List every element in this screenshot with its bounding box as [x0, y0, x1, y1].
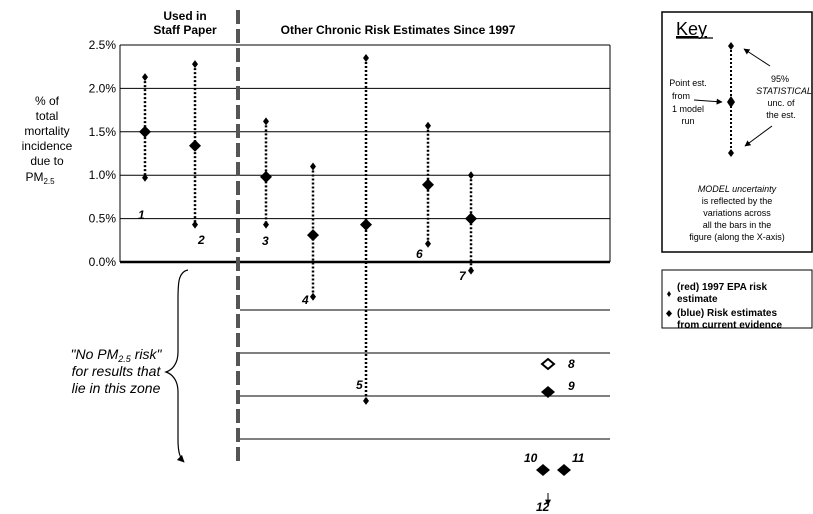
key-model-line5: figure (along the X-axis): [689, 232, 785, 242]
left-title-line2: Staff Paper: [153, 23, 217, 37]
point-estimate-marker: [139, 125, 151, 138]
y-tick-label: 0.0%: [89, 255, 117, 269]
ylabel-line4: incidence: [22, 139, 73, 153]
ylabel-pm-sub: 2.5: [43, 177, 55, 186]
legend-red-line1: (red) 1997 EPA risk: [677, 282, 767, 293]
lower-bound-marker: [425, 239, 431, 248]
key-frame: [661, 11, 813, 253]
y-tick-label: 0.5%: [89, 212, 117, 226]
key-ci-arrow-up: [743, 48, 771, 67]
ylabel-line1: % of: [35, 94, 60, 108]
point-estimate-marker: [360, 218, 372, 231]
key-ci-line4: the est.: [766, 110, 796, 120]
estimate-label: 3: [262, 234, 269, 248]
lower-bound-marker: [468, 266, 474, 275]
no-risk-line3: lie in this zone: [72, 380, 161, 396]
point-estimate-marker: [307, 229, 319, 242]
key-ci-arrow-down: [744, 125, 773, 147]
left-title-line1: Used in: [163, 9, 206, 23]
key-model-line3: variations across: [703, 208, 771, 218]
point-estimate-marker: [536, 464, 550, 476]
lower-bound-marker: [192, 220, 198, 229]
point-estimate-marker: [189, 139, 201, 152]
estimate-label: 6: [416, 247, 423, 261]
no-risk-line2: for results that: [72, 363, 162, 379]
ylabel-line5: due to: [30, 154, 64, 168]
key-model-line4: all the bars in the: [703, 220, 772, 230]
estimate-label: 1: [138, 208, 145, 222]
estimate-label: 7: [459, 269, 467, 283]
no-risk-brace: [164, 269, 189, 463]
lower-bound-marker: [363, 396, 369, 405]
no-risk-post: risk": [131, 346, 163, 362]
legend-blue-marker: [666, 310, 672, 317]
point-markers: [139, 54, 571, 506]
key-point-arrow: [693, 98, 723, 105]
estimate-label: 12: [536, 500, 550, 514]
key-box: Key Point est. from 1 model run 95% STAT…: [661, 11, 813, 253]
estimate-label: 10: [524, 451, 538, 465]
legend-frame: [661, 269, 813, 329]
estimate-label: 5: [356, 378, 363, 392]
lower-bound-marker: [310, 292, 316, 301]
estimate-label: 9: [568, 379, 575, 393]
key-model-line1: MODEL uncertainty: [698, 184, 777, 194]
key-point-line4: run: [681, 116, 694, 126]
no-risk-line1: "No PM2.5 risk": [71, 346, 163, 364]
no-risk-pre: "No PM: [71, 346, 119, 362]
legend-blue-line2: from current evidence: [677, 320, 782, 331]
key-model-line2: is reflected by the: [702, 196, 773, 206]
upper-bound-marker: [142, 73, 148, 82]
y-tick-label: 1.5%: [89, 125, 117, 139]
point-estimate-marker: [422, 178, 434, 191]
y-tick-label: 2.0%: [89, 81, 117, 95]
y-tick-label: 2.5%: [89, 38, 117, 52]
y-tick-label: 1.0%: [89, 168, 117, 182]
lower-bound-marker: [142, 173, 148, 182]
estimate-label: 8: [568, 357, 575, 371]
upper-bound-marker: [425, 121, 431, 130]
key-model-line1-text: MODEL uncertainty: [698, 184, 777, 194]
upper-bound-marker: [363, 54, 369, 63]
estimate-label: 11: [572, 451, 585, 465]
y-tick-labels: 2.5% 2.0% 1.5% 1.0% 0.5% 0.0%: [89, 38, 117, 269]
legend-red-line2: estimate: [677, 294, 718, 305]
right-title: Other Chronic Risk Estimates Since 1997: [281, 23, 516, 37]
ylabel-line6: PM2.5: [25, 170, 55, 186]
key-ci-line2: STATISTICAL: [756, 86, 812, 96]
legend-red-marker: [667, 291, 671, 297]
key-point-line2: from: [672, 91, 690, 101]
key-ci-line3: unc. of: [767, 98, 795, 108]
upper-bound-marker: [263, 117, 269, 126]
y-axis-label: % of total mortality incidence due to PM…: [22, 94, 73, 186]
estimate-label: 2: [197, 233, 205, 247]
point-estimate-marker: [465, 212, 477, 225]
error-bars: [143, 58, 473, 401]
key-ci-line1: 95%: [771, 74, 789, 84]
no-risk-sub: 2.5: [117, 354, 132, 364]
point-estimate-marker: [260, 170, 272, 183]
estimate-label: 4: [301, 293, 309, 307]
legend: (red) 1997 EPA risk estimate (blue) Risk…: [661, 269, 813, 331]
legend-blue-line1: (blue) Risk estimates: [677, 308, 777, 319]
no-risk-annotation: "No PM2.5 risk" for results that lie in …: [71, 269, 189, 463]
key-title: Key: [676, 19, 707, 39]
key-point-marker: [727, 96, 735, 108]
key-upper-marker: [728, 42, 734, 50]
ylabel-line2: total: [36, 109, 59, 123]
point-estimate-marker: [540, 357, 556, 371]
ylabel-pm: PM: [25, 170, 43, 184]
upper-bound-marker: [310, 162, 316, 171]
upper-bound-marker: [192, 60, 198, 69]
upper-bound-marker: [468, 171, 474, 180]
key-lower-marker: [728, 149, 734, 157]
lower-bound-marker: [263, 220, 269, 229]
point-estimate-marker: [557, 464, 571, 476]
key-point-line3: 1 model: [672, 104, 704, 114]
ylabel-line3: mortality: [24, 124, 69, 138]
key-point-line1: Point est.: [669, 78, 707, 88]
point-estimate-marker: [541, 386, 555, 398]
